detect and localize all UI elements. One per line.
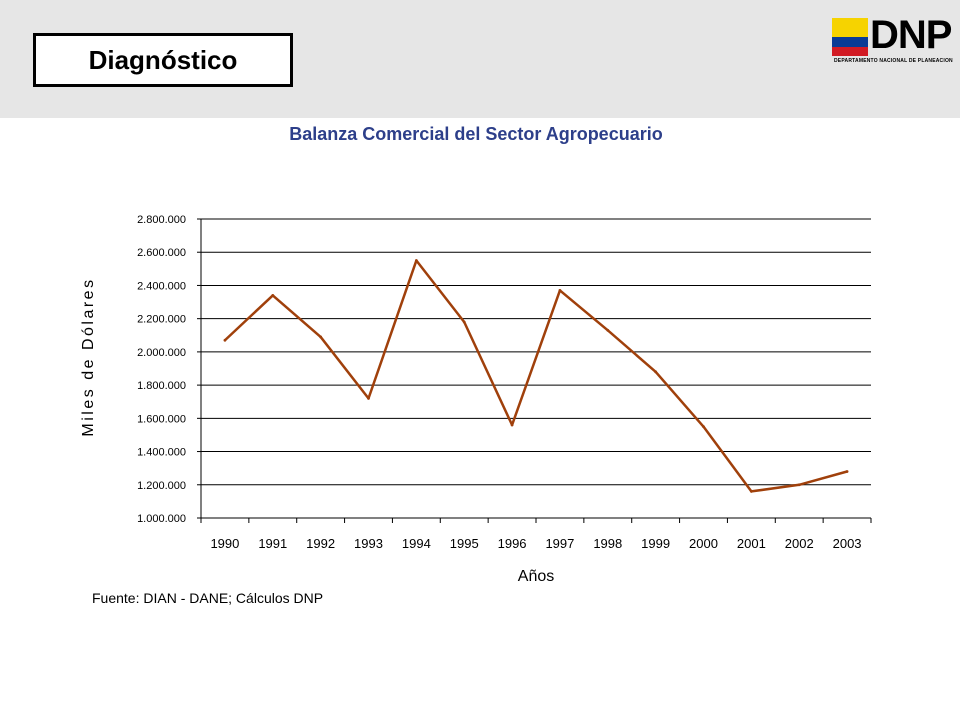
x-axis-label: Años: [518, 568, 554, 585]
x-tick-label: 1993: [354, 536, 383, 551]
y-tick-label: 2.000.000: [137, 347, 186, 359]
x-tick-label: 1994: [402, 536, 431, 551]
y-tick-label: 2.400.000: [137, 280, 186, 292]
section-label-box: Diagnóstico: [33, 33, 293, 87]
colombia-flag-icon: [832, 18, 868, 56]
x-tick-label: 2002: [785, 536, 814, 551]
x-tick-label: 1996: [498, 536, 527, 551]
series-line: [224, 259, 848, 493]
y-tick-label: 2.200.000: [137, 314, 186, 326]
y-tick-label: 1.400.000: [137, 447, 186, 459]
data-point: [462, 320, 466, 324]
data-point: [414, 259, 418, 262]
grid-lines: [201, 218, 871, 519]
data-point: [558, 289, 562, 292]
source-note: Fuente: DIAN - DANE; Cálculos DNP: [92, 590, 324, 606]
x-tick-label: 2003: [833, 536, 862, 551]
data-points: [223, 259, 849, 493]
y-axis-label: Miles de Dólares: [80, 277, 97, 436]
x-tick-label: 1999: [641, 536, 670, 551]
section-label: Diagnóstico: [88, 44, 238, 75]
y-tick-labels: 1.000.000 1.200.000 1.400.000 1.600.000 1.80…: [137, 214, 186, 525]
data-point: [606, 328, 610, 332]
data-point: [223, 338, 227, 342]
x-tick-label: 1991: [258, 536, 287, 551]
dnp-logo: DNP DEPARTAMENTO NACIONAL DE PLANEACION: [832, 13, 954, 66]
y-tick-label: 1.000.000: [137, 513, 186, 525]
y-tick-label: 2.600.000: [137, 247, 186, 259]
data-point: [845, 470, 849, 473]
data-point: [510, 423, 514, 427]
y-tick-label: 1.600.000: [137, 413, 186, 425]
data-point: [749, 490, 753, 493]
x-tick-label: 2001: [737, 536, 766, 551]
data-point: [702, 425, 705, 429]
x-tick-label: 1998: [593, 536, 622, 551]
data-point: [654, 370, 658, 374]
axes: [197, 218, 872, 523]
x-tick-label: 2000: [689, 536, 718, 551]
y-tick-label: 1.800.000: [137, 380, 186, 392]
data-point: [271, 294, 275, 297]
chart-title: Balanza Comercial del Sector Agropecuari…: [289, 124, 663, 144]
data-point: [319, 335, 323, 339]
y-tick-label: 1.200.000: [137, 480, 186, 492]
data-point: [797, 483, 801, 487]
logo-subtitle: DEPARTAMENTO NACIONAL DE PLANEACION: [834, 58, 953, 64]
data-point: [367, 397, 370, 400]
x-tick-label: 1990: [210, 536, 239, 551]
x-tick-labels: 1990 1991 1992 1993 1994 1995 1996 1997 1998 1999…: [210, 536, 861, 551]
x-tick-label: 1997: [545, 536, 574, 551]
x-tick-label: 1992: [306, 536, 335, 551]
x-tick-label: 1995: [450, 536, 479, 551]
y-tick-label: 2.800.000: [137, 214, 186, 226]
logo-text: DNP: [870, 13, 952, 57]
